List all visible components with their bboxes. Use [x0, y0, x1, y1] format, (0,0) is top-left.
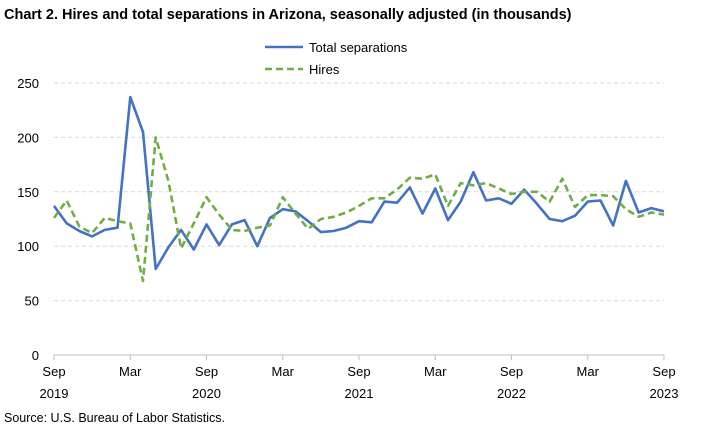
x-tick-label-month: Mar [272, 364, 295, 379]
x-tick-label-year: 2019 [40, 386, 69, 401]
series-line-total-separations [52, 95, 665, 271]
chart-title: Chart 2. Hires and total separations in … [4, 7, 572, 23]
y-tick-label: 100 [17, 239, 39, 254]
y-tick-label: 50 [25, 294, 39, 309]
legend-label: Hires [309, 62, 340, 77]
x-tick-label-month: Sep [42, 364, 65, 379]
x-tick-label-month: Sep [195, 364, 218, 379]
x-tick-label-year: 2023 [650, 386, 679, 401]
y-tick-label: 250 [17, 76, 39, 91]
x-tick-label-year: 2020 [192, 386, 221, 401]
x-tick-label-month: Mar [577, 364, 600, 379]
y-tick-label: 150 [17, 185, 39, 200]
y-tick-label: 200 [17, 130, 39, 145]
x-tick-label-month: Sep [347, 364, 370, 379]
x-tick-label-month: Mar [119, 364, 142, 379]
chart-svg: 0 50 100 150 200 250 Sep 2019 Mar Sep 2020 Mar Sep 20… [17, 40, 679, 401]
series-line-hires [52, 136, 665, 283]
x-tick-label-month: Sep [500, 364, 523, 379]
x-tick-label-year: 2021 [345, 386, 374, 401]
x-tick-label-year: 2022 [497, 386, 526, 401]
x-tick-label-month: Mar [424, 364, 447, 379]
source-note: Source: U.S. Bureau of Labor Statistics. [4, 411, 225, 425]
x-tick-label-month: Sep [652, 364, 675, 379]
legend-label: Total separations [309, 40, 408, 55]
y-tick-label: 0 [32, 348, 39, 363]
